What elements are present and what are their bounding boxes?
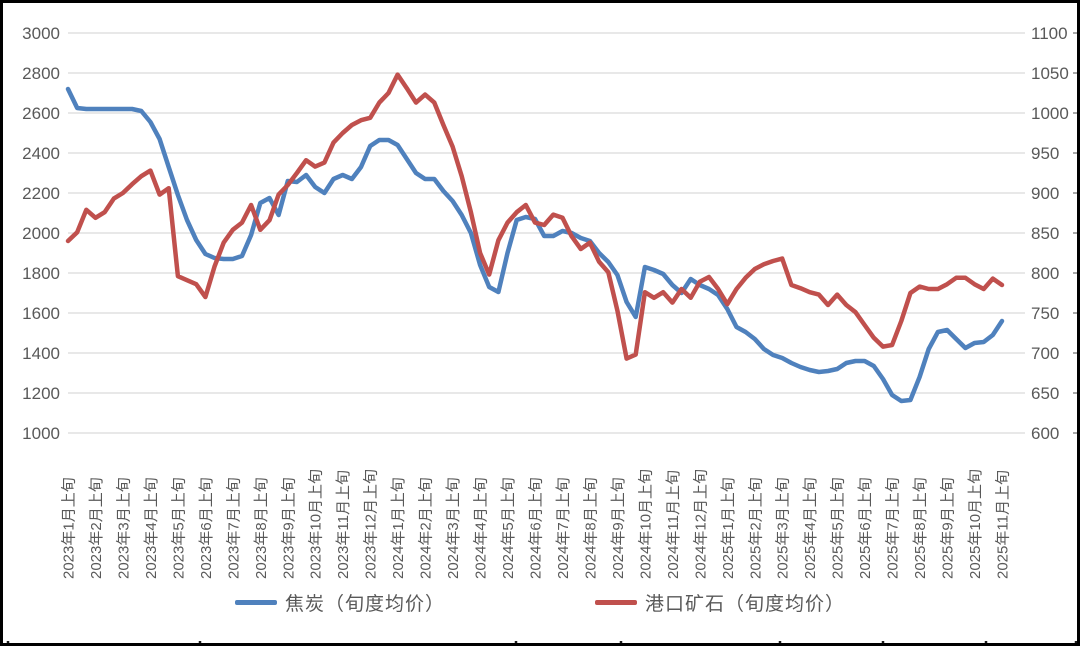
right-axis-tick-label: 950 <box>1031 144 1059 163</box>
right-axis-tick-label: 750 <box>1031 304 1059 323</box>
left-axis-tick-label: 2200 <box>22 184 60 203</box>
x-axis-tick-label: 2024年9月上旬 <box>610 477 627 579</box>
x-axis-tick-label: 2025年7月上旬 <box>885 477 902 579</box>
line-chart: 1000 1200 1400 1600 1800 2000 2200 2400 2600 2800… <box>6 24 1077 643</box>
x-axis-tick-label: 2024年6月上旬 <box>528 477 545 579</box>
ore-line-swatch <box>595 600 637 605</box>
x-axis-tick-label: 2024年1月上旬 <box>390 477 407 579</box>
right-axis-tick-label: 1000 <box>1031 104 1069 123</box>
x-axis-tick-label: 2024年10月上旬 <box>637 469 654 579</box>
x-axis-tick-label: 2025年4月上旬 <box>802 477 819 579</box>
x-axis-tick-label: 2025年8月上旬 <box>912 477 929 579</box>
left-axis-tick-label: 1600 <box>22 304 60 323</box>
x-axis-tick-label: 2023年12月上旬 <box>363 469 380 579</box>
left-axis-tick-label: 1400 <box>22 344 60 363</box>
left-axis-tick-label: 2400 <box>22 144 60 163</box>
x-axis-tick-label: 2023年5月上旬 <box>170 477 187 579</box>
left-axis-tick-label: 2800 <box>22 64 60 83</box>
left-axis-tick-label: 1200 <box>22 384 60 403</box>
right-axis-tick-label: 1050 <box>1031 64 1069 83</box>
x-axis-tick-label: 2024年5月上旬 <box>500 477 517 579</box>
x-axis-tick-label: 2024年2月上旬 <box>418 477 435 579</box>
ore-series-line <box>65 72 1005 361</box>
left-axis-tick-label: 2000 <box>22 224 60 243</box>
right-axis-tick-label: 850 <box>1031 224 1059 243</box>
right-axis-tick-label: 900 <box>1031 184 1059 203</box>
x-axis-tick-label: 2023年11月上旬 <box>335 470 352 579</box>
x-axis-tick-label: 2023年2月上旬 <box>88 477 105 579</box>
left-axis-tick-label: 3000 <box>22 24 60 43</box>
ore-legend-label: 港口矿石（旬度均价） <box>645 594 846 615</box>
x-axis-tick-label: 2025年5月上旬 <box>830 477 847 579</box>
coke-line-swatch <box>234 600 277 605</box>
x-axis-tick-label: 2023年7月上旬 <box>225 477 242 579</box>
coke-series-line <box>65 86 1005 404</box>
x-axis-tick-label: 2023年4月上旬 <box>143 477 160 579</box>
x-axis-tick-label: 2024年8月上旬 <box>582 477 599 579</box>
x-axis-tick-label: 2023年1月上旬 <box>61 477 78 579</box>
right-axis-tick-label: 1100 <box>1031 24 1068 43</box>
chart-legend: 焦炭（旬度均价） 港口矿石（旬度均价） <box>3 589 1077 616</box>
x-axis-tick-label: 2025年3月上旬 <box>775 477 792 579</box>
x-axis-tick-label: 2025年10月上旬 <box>967 469 984 579</box>
legend-item-coke: 焦炭（旬度均价） <box>234 589 445 616</box>
x-axis-tick-label: 2023年10月上旬 <box>308 469 325 579</box>
x-axis-tick-label: 2023年9月上旬 <box>280 477 297 579</box>
left-axis-tick-label: 1800 <box>22 264 60 283</box>
x-axis-tick-label: 2024年12月上旬 <box>692 469 709 579</box>
x-axis-tick-label: 2024年4月上旬 <box>473 477 490 579</box>
right-axis-tick-label: 650 <box>1031 384 1059 403</box>
right-axis-tick-label: 700 <box>1031 344 1059 363</box>
coke-legend-label: 焦炭（旬度均价） <box>284 594 445 615</box>
x-axis-tick-label: 2023年8月上旬 <box>253 477 270 579</box>
x-axis-tick-label: 2024年7月上旬 <box>555 477 572 579</box>
right-axis-tick-label: 800 <box>1031 264 1059 283</box>
x-axis-tick-label: 2025年1月上旬 <box>720 477 737 579</box>
x-axis-tick-label: 2025年11月上旬 <box>995 470 1012 579</box>
x-axis-tick-label: 2024年11月上旬 <box>665 470 682 579</box>
x-axis-tick-label: 2023年3月上旬 <box>115 477 132 579</box>
x-axis-tick-label: 2025年2月上旬 <box>747 477 764 579</box>
x-axis-tick-label: 2025年6月上旬 <box>857 477 874 579</box>
right-axis-tick-label: 600 <box>1031 424 1059 443</box>
left-axis-tick-label: 2600 <box>22 104 60 123</box>
legend-item-ore: 港口矿石（旬度均价） <box>595 589 845 616</box>
x-axis-tick-label: 2023年6月上旬 <box>198 477 215 579</box>
left-axis-tick-label: 1000 <box>22 424 60 443</box>
x-axis-tick-label: 2025年9月上旬 <box>940 477 957 579</box>
x-axis-tick-label: 2024年3月上旬 <box>445 477 462 579</box>
